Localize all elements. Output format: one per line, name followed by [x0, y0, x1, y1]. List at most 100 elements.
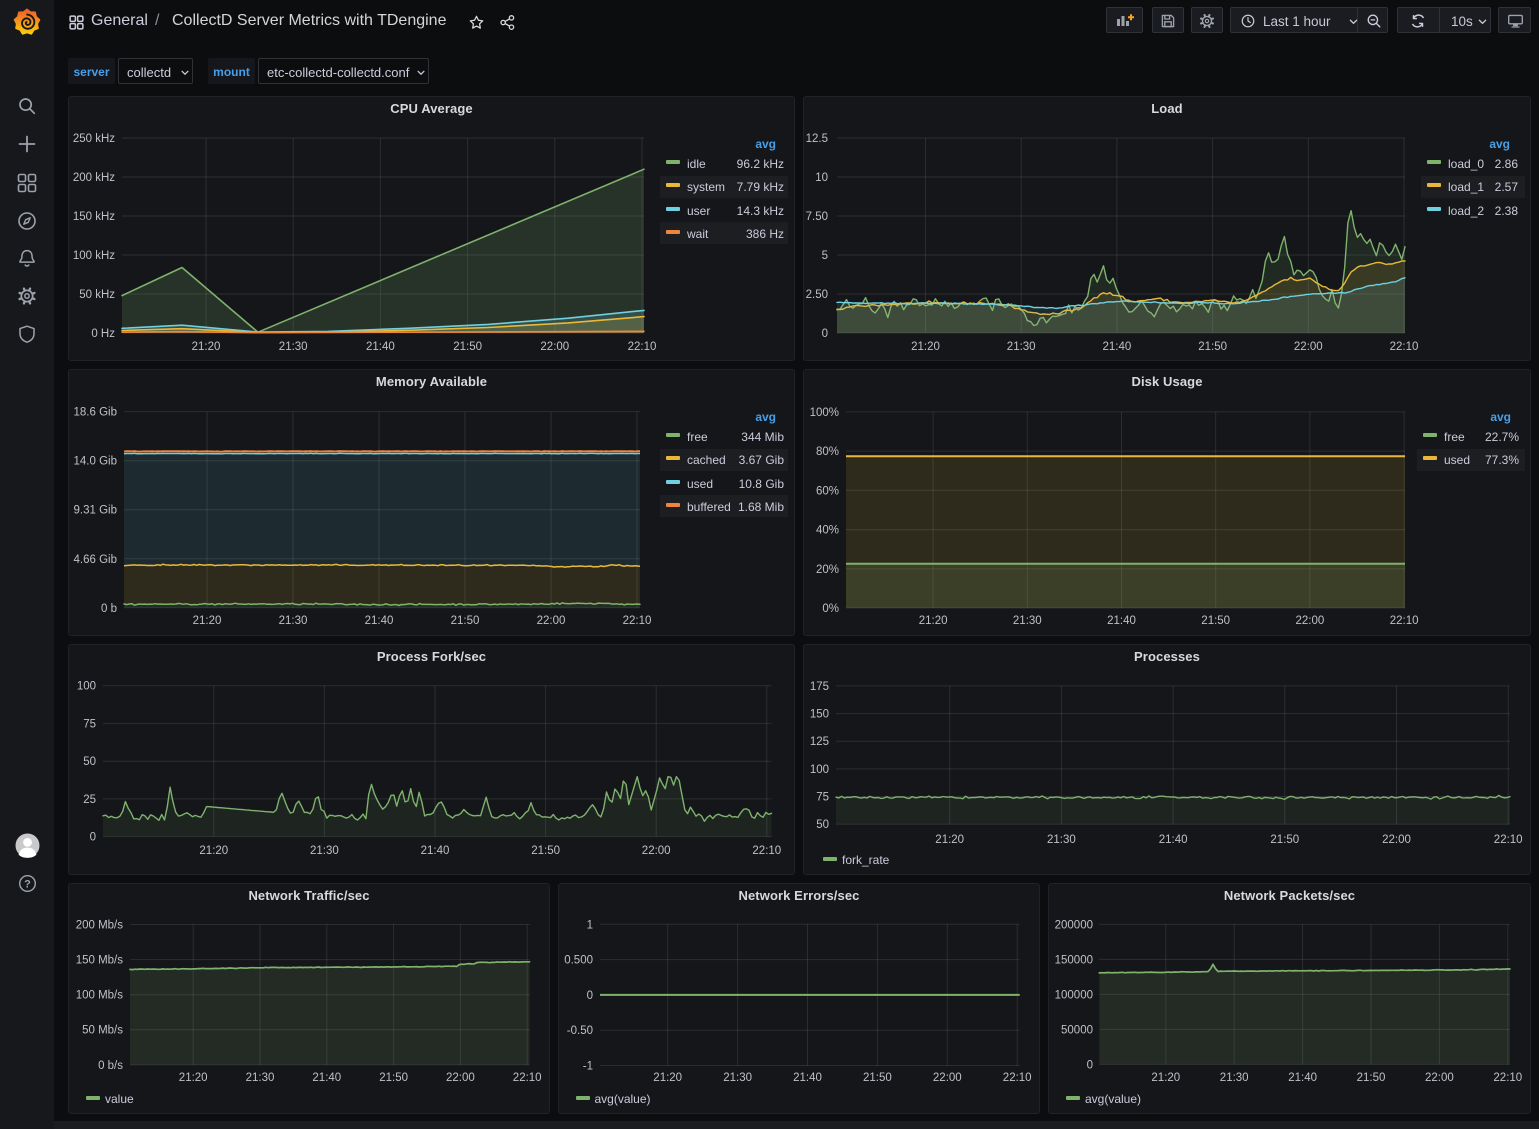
- svg-text:22:10: 22:10: [628, 341, 657, 353]
- svg-text:21:30: 21:30: [1220, 1072, 1249, 1084]
- svg-text:0 b/s: 0 b/s: [98, 1060, 123, 1072]
- svg-text:21:40: 21:40: [366, 341, 395, 353]
- svg-text:50 Mb/s: 50 Mb/s: [82, 1025, 123, 1037]
- svg-text:200000: 200000: [1055, 919, 1093, 931]
- svg-text:175: 175: [810, 681, 829, 693]
- svg-text:21:50: 21:50: [531, 845, 560, 857]
- svg-text:21:30: 21:30: [723, 1072, 752, 1084]
- svg-text:22:00: 22:00: [1294, 341, 1323, 353]
- svg-text:125: 125: [810, 736, 829, 748]
- svg-text:22:10: 22:10: [752, 845, 781, 857]
- svg-text:50: 50: [816, 819, 829, 831]
- svg-text:21:30: 21:30: [1007, 341, 1036, 353]
- svg-text:22:00: 22:00: [1382, 834, 1411, 846]
- svg-text:0: 0: [587, 990, 593, 1002]
- svg-text:21:50: 21:50: [863, 1072, 892, 1084]
- svg-text:22:10: 22:10: [1390, 341, 1419, 353]
- svg-text:200 kHz: 200 kHz: [73, 172, 115, 184]
- svg-text:0.500: 0.500: [564, 955, 593, 967]
- svg-text:22:10: 22:10: [623, 615, 652, 627]
- svg-text:21:30: 21:30: [1047, 834, 1076, 846]
- svg-text:21:40: 21:40: [793, 1072, 822, 1084]
- svg-text:60%: 60%: [816, 485, 839, 497]
- svg-text:22:00: 22:00: [1296, 615, 1325, 627]
- svg-text:200 Mb/s: 200 Mb/s: [76, 920, 124, 932]
- svg-text:21:40: 21:40: [1288, 1072, 1317, 1084]
- svg-text:100: 100: [77, 681, 96, 693]
- svg-text:18.6 Gib: 18.6 Gib: [74, 407, 117, 419]
- svg-text:21:40: 21:40: [1103, 341, 1132, 353]
- svg-text:100 kHz: 100 kHz: [73, 250, 115, 262]
- svg-text:20%: 20%: [816, 564, 839, 576]
- svg-text:-1: -1: [583, 1061, 593, 1073]
- svg-text:21:30: 21:30: [246, 1072, 275, 1084]
- svg-text:21:30: 21:30: [279, 341, 308, 353]
- svg-text:150: 150: [810, 709, 829, 721]
- svg-text:22:00: 22:00: [537, 615, 566, 627]
- svg-text:22:10: 22:10: [1493, 1072, 1522, 1084]
- svg-text:0%: 0%: [822, 603, 839, 615]
- svg-text:22:00: 22:00: [446, 1072, 475, 1084]
- svg-text:75: 75: [816, 792, 829, 804]
- svg-text:150000: 150000: [1055, 954, 1093, 966]
- svg-text:1: 1: [587, 919, 593, 931]
- svg-text:22:00: 22:00: [1425, 1072, 1454, 1084]
- svg-text:250 kHz: 250 kHz: [73, 133, 115, 145]
- svg-text:21:20: 21:20: [935, 834, 964, 846]
- svg-text:21:30: 21:30: [1013, 615, 1042, 627]
- svg-text:21:20: 21:20: [919, 615, 948, 627]
- svg-text:21:30: 21:30: [310, 845, 339, 857]
- svg-text:25: 25: [83, 794, 96, 806]
- svg-text:21:20: 21:20: [1151, 1072, 1180, 1084]
- svg-text:9.31 Gib: 9.31 Gib: [74, 505, 117, 517]
- svg-text:21:40: 21:40: [1159, 834, 1188, 846]
- svg-text:100%: 100%: [810, 407, 839, 419]
- svg-text:40%: 40%: [816, 525, 839, 537]
- svg-text:50: 50: [83, 756, 96, 768]
- svg-text:50000: 50000: [1061, 1024, 1093, 1036]
- svg-text:22:10: 22:10: [513, 1072, 542, 1084]
- svg-text:100000: 100000: [1055, 989, 1093, 1001]
- svg-text:21:40: 21:40: [1107, 615, 1136, 627]
- svg-text:0: 0: [822, 328, 828, 340]
- svg-text:7.50: 7.50: [806, 211, 828, 223]
- svg-text:21:20: 21:20: [179, 1072, 208, 1084]
- svg-text:0: 0: [1087, 1059, 1093, 1071]
- svg-text:21:50: 21:50: [1201, 615, 1230, 627]
- svg-text:10: 10: [815, 172, 828, 184]
- svg-text:21:50: 21:50: [453, 341, 482, 353]
- svg-text:150 Mb/s: 150 Mb/s: [76, 955, 124, 967]
- svg-text:12.5: 12.5: [806, 133, 828, 145]
- svg-text:22:00: 22:00: [933, 1072, 962, 1084]
- svg-text:22:10: 22:10: [1003, 1072, 1032, 1084]
- svg-text:21:40: 21:40: [421, 845, 450, 857]
- svg-text:4.66 Gib: 4.66 Gib: [74, 554, 117, 566]
- svg-text:0 b: 0 b: [101, 603, 117, 615]
- svg-text:2.50: 2.50: [806, 289, 828, 301]
- svg-text:21:20: 21:20: [653, 1072, 682, 1084]
- svg-text:75: 75: [83, 718, 96, 730]
- svg-text:0 Hz: 0 Hz: [91, 328, 115, 340]
- svg-text:21:20: 21:20: [911, 341, 940, 353]
- svg-text:5: 5: [822, 250, 828, 262]
- svg-text:100 Mb/s: 100 Mb/s: [76, 990, 124, 1002]
- svg-text:14.0 Gib: 14.0 Gib: [74, 456, 117, 468]
- svg-text:-0.50: -0.50: [567, 1025, 593, 1037]
- svg-text:21:40: 21:40: [365, 615, 394, 627]
- svg-text:22:00: 22:00: [642, 845, 671, 857]
- svg-text:80%: 80%: [816, 446, 839, 458]
- svg-text:21:20: 21:20: [192, 341, 221, 353]
- svg-text:21:20: 21:20: [199, 845, 228, 857]
- svg-text:0: 0: [90, 832, 96, 844]
- svg-text:50 kHz: 50 kHz: [79, 289, 115, 301]
- svg-text:21:20: 21:20: [193, 615, 222, 627]
- svg-text:22:00: 22:00: [540, 341, 569, 353]
- svg-text:21:50: 21:50: [379, 1072, 408, 1084]
- svg-text:22:10: 22:10: [1390, 615, 1419, 627]
- svg-text:21:40: 21:40: [312, 1072, 341, 1084]
- svg-text:21:50: 21:50: [451, 615, 480, 627]
- svg-text:22:10: 22:10: [1494, 834, 1523, 846]
- svg-text:21:50: 21:50: [1198, 341, 1227, 353]
- svg-text:21:50: 21:50: [1270, 834, 1299, 846]
- svg-text:21:50: 21:50: [1357, 1072, 1386, 1084]
